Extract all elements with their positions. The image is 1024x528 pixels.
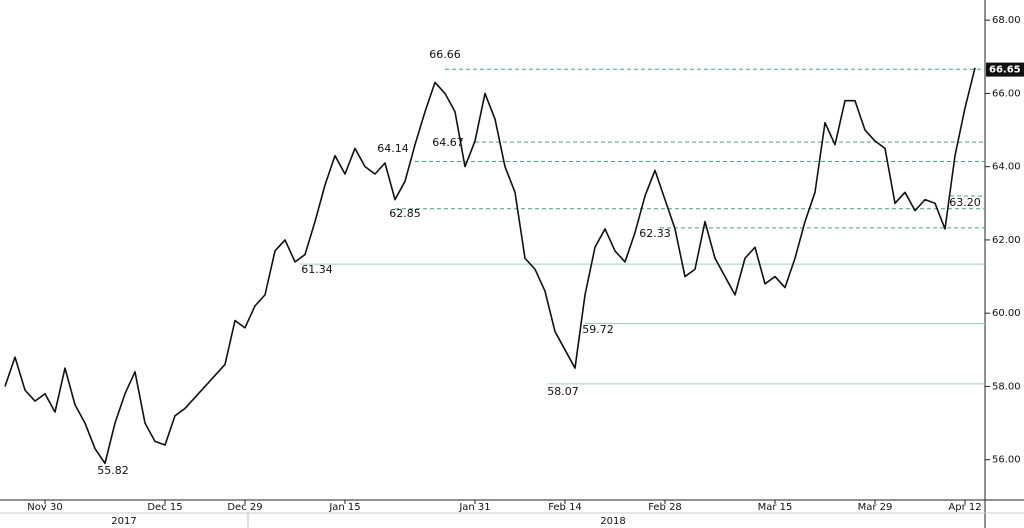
level-label: 58.07 <box>547 385 579 398</box>
y-tick-label: 56.00 <box>992 455 1021 466</box>
level-label: 59.72 <box>582 323 614 336</box>
x-tick-label: Mar 15 <box>758 502 793 513</box>
x-tick-label: Jan 31 <box>458 502 490 513</box>
y-tick-label: 64.00 <box>992 162 1021 173</box>
x-tick-label: Feb 28 <box>648 502 682 513</box>
year-label: 2018 <box>600 516 625 527</box>
last-price-label: 66.65 <box>989 65 1021 76</box>
level-label: 64.14 <box>377 142 409 155</box>
level-label: 55.82 <box>97 464 129 477</box>
y-tick-label: 60.00 <box>992 308 1021 319</box>
y-tick-label: 68.00 <box>992 15 1021 26</box>
x-tick-label: Nov 30 <box>27 502 62 513</box>
x-tick-label: Dec 29 <box>227 502 262 513</box>
level-label: 61.34 <box>301 263 333 276</box>
price-line <box>4 67 976 465</box>
year-label: 2017 <box>111 516 136 527</box>
level-label: 62.85 <box>389 207 421 220</box>
y-tick-label: 62.00 <box>992 235 1021 246</box>
x-tick-label: Feb 14 <box>548 502 582 513</box>
x-tick-label: Mar 29 <box>858 502 893 513</box>
x-tick-label: Jan 15 <box>328 502 360 513</box>
level-label: 62.33 <box>639 227 671 240</box>
y-tick-label: 66.00 <box>992 88 1021 99</box>
x-tick-label: Dec 15 <box>147 502 182 513</box>
level-label: 66.66 <box>429 48 461 61</box>
last-price-box <box>986 62 1024 77</box>
level-label: 63.20 <box>949 196 981 209</box>
x-tick-label: Apr 12 <box>948 502 981 513</box>
level-label: 64.67 <box>432 136 464 149</box>
y-tick-label: 58.00 <box>992 381 1021 392</box>
